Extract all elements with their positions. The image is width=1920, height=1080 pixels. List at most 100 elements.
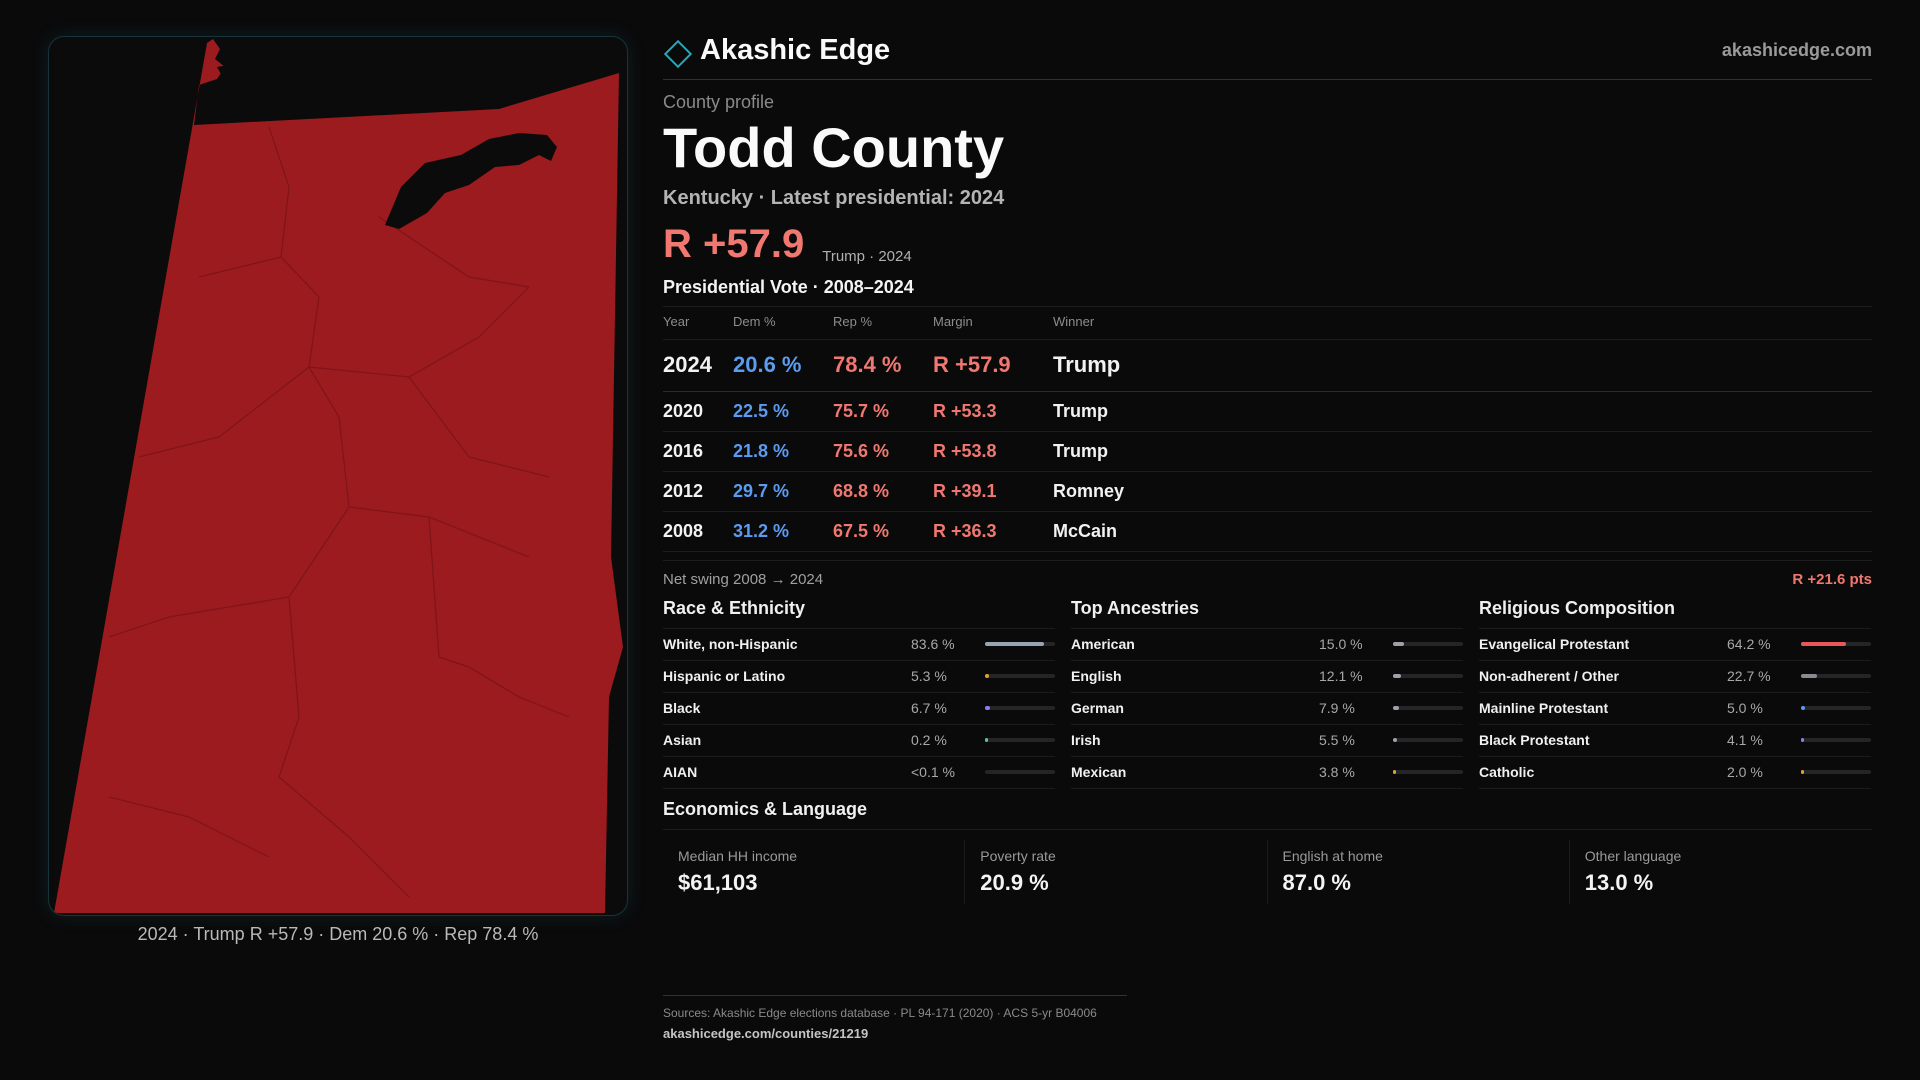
winner-cell: Trump xyxy=(1053,339,1872,392)
demo-label: White, non-Hispanic xyxy=(663,636,798,653)
demo-row: AIAN <0.1 % xyxy=(663,757,1055,789)
demo-row: Hispanic or Latino 5.3 % xyxy=(663,661,1055,693)
demo-percent: 22.7 % xyxy=(1727,668,1771,685)
demo-label: AIAN xyxy=(663,764,698,781)
county-shape xyxy=(54,39,623,913)
demo-percent: 6.7 % xyxy=(911,700,947,717)
econ-cell-poverty: Poverty rate 20.9 % xyxy=(965,839,1268,904)
share-bar-fill xyxy=(985,738,988,743)
share-bar-track xyxy=(1393,738,1463,743)
county-link[interactable]: akashicedge.com/counties/21219 xyxy=(663,1026,869,1041)
race-ethnicity-section: Race & Ethnicity White, non-Hispanic 83.6… xyxy=(663,598,1055,789)
year-cell: 2016 xyxy=(663,431,733,472)
share-bar-track xyxy=(1801,706,1871,711)
economics-section: Economics & Language Median HH income $6… xyxy=(663,799,1872,904)
demo-label: Mexican xyxy=(1071,764,1127,781)
demo-row: Evangelical Protestant 64.2 % xyxy=(1479,629,1871,661)
map-caption: 2024 · Trump R +57.9 · Dem 20.6 % · Rep … xyxy=(137,924,539,944)
rep-cell: 78.4 % xyxy=(833,339,933,392)
demo-row: White, non-Hispanic 83.6 % xyxy=(663,629,1055,661)
demo-percent: 64.2 % xyxy=(1727,636,1771,653)
dem-cell: 20.6 % xyxy=(733,339,833,392)
diamond-icon xyxy=(663,39,693,68)
demo-row: Mainline Protestant 5.0 % xyxy=(1479,693,1871,725)
table-row: 2008 31.2 % 67.5 % R +36.3 McCain xyxy=(663,511,1872,552)
share-bar-track xyxy=(1801,738,1871,743)
ancestries-section: Top Ancestries American 15.0 % English 12.1… xyxy=(1071,598,1463,789)
demo-percent: 5.0 % xyxy=(1727,700,1763,717)
rep-cell: 67.5 % xyxy=(833,511,933,552)
demo-percent: 5.5 % xyxy=(1319,732,1355,749)
share-bar-track xyxy=(1393,642,1463,647)
swing-value: R +21.6 pts xyxy=(1792,570,1872,588)
col-header-rep: Rep % xyxy=(833,305,933,340)
share-bar-fill xyxy=(1393,738,1397,743)
share-bar-fill xyxy=(1393,770,1396,775)
share-bar-fill xyxy=(1393,642,1404,647)
demo-percent: 12.1 % xyxy=(1319,668,1363,685)
econ-label: Median HH income xyxy=(678,847,798,864)
share-bar-fill xyxy=(1393,674,1402,679)
winner-cell: McCain xyxy=(1053,511,1872,552)
col-header-margin: Margin xyxy=(933,305,1053,340)
winner-cell: Trump xyxy=(1053,391,1872,432)
demo-row: Non-adherent / Other 22.7 % xyxy=(1479,661,1871,693)
margin-cell: R +36.3 xyxy=(933,511,1053,552)
dem-cell: 29.7 % xyxy=(733,471,833,512)
demo-rows: White, non-Hispanic 83.6 % Hispanic or Lat… xyxy=(663,629,1055,789)
footer: Sources: Akashic Edge elections database… xyxy=(663,995,1127,1041)
margin-summary: R +57.9 Trump · 2024 xyxy=(663,222,1872,267)
demo-row: American 15.0 % xyxy=(1071,629,1463,661)
demo-percent: 5.3 % xyxy=(911,668,947,685)
share-bar-fill xyxy=(1801,738,1804,743)
table-row: 2024 20.6 % 78.4 % R +57.9 Trump xyxy=(663,339,1872,392)
dem-cell: 22.5 % xyxy=(733,391,833,432)
table-row: 2016 21.8 % 75.6 % R +53.8 Trump xyxy=(663,431,1872,472)
demo-row: English 12.1 % xyxy=(1071,661,1463,693)
swing-label: Net swing 2008 → 2024 xyxy=(663,570,824,588)
share-bar-track xyxy=(985,738,1055,743)
share-bar-track xyxy=(985,770,1055,775)
demo-label: English xyxy=(1071,668,1122,685)
share-bar-fill xyxy=(1801,770,1804,775)
big-margin: R +57.9 xyxy=(663,221,805,266)
margin-cell: R +53.8 xyxy=(933,431,1053,472)
county-map-panel xyxy=(48,36,628,916)
share-bar-fill xyxy=(985,674,989,679)
col-header-winner: Winner xyxy=(1053,305,1872,340)
share-bar-track xyxy=(1801,674,1871,679)
profile-panel: Akashic Edge akashicedge.com County prof… xyxy=(663,30,1872,904)
demo-label: Mainline Protestant xyxy=(1479,700,1609,717)
brand[interactable]: Akashic Edge xyxy=(663,34,890,68)
demo-row: Black 6.7 % xyxy=(663,693,1055,725)
section-heading: Race & Ethnicity xyxy=(663,598,1055,629)
demo-label: Evangelical Protestant xyxy=(1479,636,1630,653)
dem-cell: 31.2 % xyxy=(733,511,833,552)
margin-cell: R +53.3 xyxy=(933,391,1053,432)
demo-label: Black Protestant xyxy=(1479,732,1590,749)
margin-note: Trump · 2024 xyxy=(822,247,912,265)
demo-percent: 0.2 % xyxy=(911,732,947,749)
eyebrow: County profile xyxy=(663,92,775,112)
demo-percent: 3.8 % xyxy=(1319,764,1355,781)
share-bar-fill xyxy=(985,642,1044,647)
section-heading: Religious Composition xyxy=(1479,598,1871,629)
year-cell: 2008 xyxy=(663,511,733,552)
share-bar-fill xyxy=(1801,674,1817,679)
year-cell: 2012 xyxy=(663,471,733,512)
county-map xyxy=(54,39,623,913)
econ-value: 20.9 % xyxy=(980,869,1049,895)
site-url[interactable]: akashicedge.com xyxy=(1721,40,1872,60)
table-row: 2020 22.5 % 75.7 % R +53.3 Trump xyxy=(663,391,1872,432)
margin-cell: R +57.9 xyxy=(933,339,1053,392)
econ-cell-other-language: Other language 13.0 % xyxy=(1570,840,1872,904)
share-bar-track xyxy=(1393,674,1463,679)
share-bar-track xyxy=(985,706,1055,711)
votes-title: Presidential Vote · 2008–2024 xyxy=(663,276,914,297)
share-bar-track xyxy=(985,642,1055,647)
rep-cell: 75.6 % xyxy=(833,431,933,472)
demo-rows: American 15.0 % English 12.1 % German 7.9 % Ir… xyxy=(1071,629,1463,789)
votes-header-row: Year Dem % Rep % Margin Winner xyxy=(663,305,1872,340)
demo-row: Catholic 2.0 % xyxy=(1479,757,1871,789)
margin-cell: R +39.1 xyxy=(933,471,1053,512)
